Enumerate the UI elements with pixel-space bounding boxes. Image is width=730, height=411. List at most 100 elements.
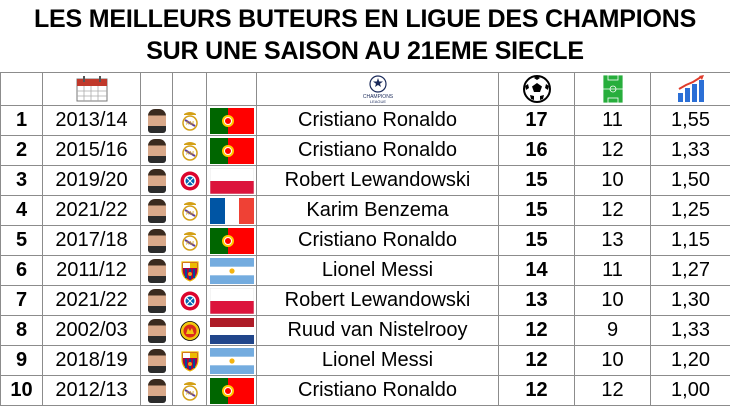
- header-club: [172, 72, 207, 106]
- header-photo: [140, 72, 173, 106]
- goals-cell: 17: [498, 105, 575, 136]
- ratio-cell: 1,27: [650, 255, 730, 286]
- bayern-crest: [180, 291, 199, 311]
- player-name-cell: Cristiano Ronaldo: [256, 225, 499, 256]
- rank-cell: 6: [0, 255, 43, 286]
- table-row: 5 2017/18 RM Cristiano Ronaldo 15 13 1,15: [0, 225, 730, 256]
- header-matches: [574, 72, 651, 106]
- photo-cell: [140, 285, 173, 316]
- matches-cell: 12: [574, 135, 651, 166]
- table-row: 1 2013/14 RM Cristiano Ronaldo 17 11 1,55: [0, 105, 730, 136]
- scorers-table: CHAMPIONS LEAGUE: [0, 72, 730, 406]
- season-cell: 2018/19: [42, 345, 141, 376]
- player-photo: [147, 198, 166, 223]
- season-cell: 2017/18: [42, 225, 141, 256]
- football-icon: [522, 75, 551, 103]
- table-row: 9 2018/19 Lionel Messi 12 10 1,20: [0, 345, 730, 376]
- real-madrid-crest: RM: [181, 231, 198, 251]
- svg-text:CHAMPIONS: CHAMPIONS: [362, 94, 393, 100]
- header-rank: [0, 72, 43, 106]
- svg-text:RM: RM: [186, 241, 194, 247]
- calendar-icon: [76, 76, 107, 102]
- rank-cell: 2: [0, 135, 43, 166]
- player-photo: [147, 348, 166, 373]
- photo-cell: [140, 375, 173, 406]
- player-name-cell: Robert Lewandowski: [256, 165, 499, 196]
- season-cell: 2019/20: [42, 165, 141, 196]
- player-photo: [147, 108, 166, 133]
- season-cell: 2015/16: [42, 135, 141, 166]
- rank-cell: 1: [0, 105, 43, 136]
- poland-flag: [209, 167, 254, 194]
- matches-cell: 9: [574, 315, 651, 346]
- real-madrid-crest: RM: [181, 141, 198, 161]
- player-name-cell: Cristiano Ronaldo: [256, 375, 499, 406]
- table-row: 10 2012/13 RM Cristiano Ronaldo 12 12 1,00: [0, 375, 730, 406]
- player-photo: [147, 288, 166, 313]
- photo-cell: [140, 195, 173, 226]
- portugal-flag: [209, 107, 254, 134]
- player-photo: [147, 378, 166, 403]
- flag-cell: [206, 105, 257, 136]
- club-cell: [172, 345, 207, 376]
- svg-text:RM: RM: [186, 211, 194, 217]
- rank-cell: 8: [0, 315, 43, 346]
- goals-cell: 12: [498, 375, 575, 406]
- header-goals: [498, 72, 575, 106]
- goals-cell: 13: [498, 285, 575, 316]
- rank-cell: 7: [0, 285, 43, 316]
- table-row: 7 2021/22 Robert Lewandowski 13 10 1,30: [0, 285, 730, 316]
- ratio-cell: 1,33: [650, 135, 730, 166]
- goals-cell: 16: [498, 135, 575, 166]
- club-cell: [172, 165, 207, 196]
- ratio-cell: 1,00: [650, 375, 730, 406]
- player-name-cell: Lionel Messi: [256, 255, 499, 286]
- club-cell: RM: [172, 105, 207, 136]
- matches-cell: 13: [574, 225, 651, 256]
- goals-cell: 15: [498, 165, 575, 196]
- photo-cell: [140, 135, 173, 166]
- real-madrid-crest: RM: [181, 381, 198, 401]
- photo-cell: [140, 315, 173, 346]
- matches-cell: 10: [574, 345, 651, 376]
- club-cell: RM: [172, 195, 207, 226]
- season-cell: 2011/12: [42, 255, 141, 286]
- ratio-cell: 1,50: [650, 165, 730, 196]
- matches-cell: 11: [574, 105, 651, 136]
- player-name-cell: Robert Lewandowski: [256, 285, 499, 316]
- bar-chart-icon: [677, 75, 704, 102]
- matches-cell: 10: [574, 165, 651, 196]
- player-name-cell: Ruud van Nistelrooy: [256, 315, 499, 346]
- club-cell: RM: [172, 225, 207, 256]
- player-photo: [147, 168, 166, 193]
- table-row: 8 2002/03 Ruud van Nistelrooy 12 9 1,33: [0, 315, 730, 346]
- netherlands-flag: [209, 317, 254, 344]
- goals-cell: 12: [498, 345, 575, 376]
- season-cell: 2013/14: [42, 105, 141, 136]
- matches-cell: 12: [574, 375, 651, 406]
- player-name-cell: Cristiano Ronaldo: [256, 135, 499, 166]
- portugal-flag: [209, 377, 254, 404]
- barcelona-crest: [180, 261, 199, 282]
- table-row: 2 2015/16 RM Cristiano Ronaldo 16 12 1,33: [0, 135, 730, 166]
- season-cell: 2012/13: [42, 375, 141, 406]
- photo-cell: [140, 165, 173, 196]
- ratio-cell: 1,33: [650, 315, 730, 346]
- club-cell: RM: [172, 135, 207, 166]
- rank-cell: 9: [0, 345, 43, 376]
- matches-cell: 10: [574, 285, 651, 316]
- player-photo: [147, 258, 166, 283]
- flag-cell: [206, 285, 257, 316]
- flag-cell: [206, 225, 257, 256]
- photo-cell: [140, 225, 173, 256]
- ratio-cell: 1,55: [650, 105, 730, 136]
- bayern-crest: [180, 171, 199, 191]
- svg-text:RM: RM: [186, 151, 194, 157]
- photo-cell: [140, 255, 173, 286]
- player-photo: [147, 138, 166, 163]
- goals-cell: 14: [498, 255, 575, 286]
- club-cell: [172, 315, 207, 346]
- player-photo: [147, 228, 166, 253]
- club-cell: [172, 285, 207, 316]
- header-season: [42, 72, 141, 106]
